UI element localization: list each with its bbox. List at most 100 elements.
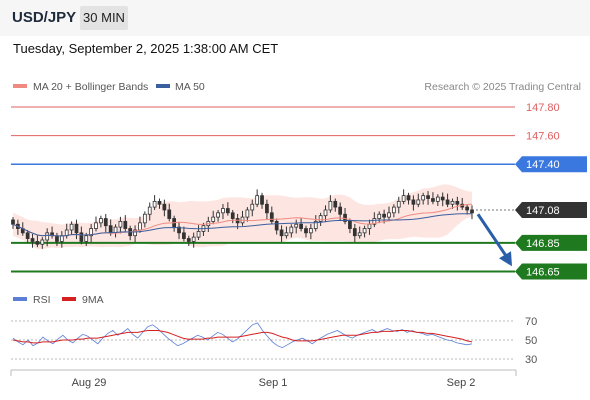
- rsi-ma-legend-label: 9MA: [82, 294, 104, 306]
- candle-body: [416, 199, 421, 205]
- support-label: 146.85: [526, 238, 560, 250]
- candle-body: [11, 219, 15, 225]
- candle-body: [367, 223, 372, 229]
- candle-body: [35, 241, 40, 245]
- candle-body: [79, 232, 84, 242]
- research-credit: Research © 2025 Trading Central: [424, 81, 581, 93]
- candle-body: [279, 229, 284, 237]
- candle-body: [470, 209, 474, 214]
- support-badge: [515, 234, 587, 251]
- candle-body: [269, 212, 274, 222]
- candle-body: [265, 203, 269, 214]
- candle-body: [133, 229, 137, 237]
- candle-body: [99, 218, 103, 224]
- timeframe-badge[interactable]: 30 MIN: [80, 6, 128, 30]
- candle-body: [357, 232, 362, 237]
- pivot-label: 147.40: [526, 159, 560, 171]
- candle-body: [260, 195, 264, 205]
- x-axis-label: Sep 1: [259, 377, 288, 389]
- candle-body: [157, 200, 162, 205]
- candle-body: [372, 218, 377, 225]
- candle-body: [338, 206, 343, 215]
- candle-body: [352, 228, 357, 237]
- x-axis-label: Aug 29: [72, 377, 107, 389]
- x-axis-label: Sep 2: [447, 377, 476, 389]
- ma20-legend-swatch: [13, 84, 27, 88]
- candle-body: [362, 228, 367, 234]
- candle-body: [455, 200, 460, 205]
- rsi-line: [12, 322, 473, 349]
- candle-body: [211, 216, 216, 222]
- candle-body: [245, 209, 250, 218]
- candle-body: [450, 200, 455, 205]
- candle-body: [182, 232, 186, 239]
- candle-body: [191, 236, 196, 242]
- candle-body: [108, 225, 113, 234]
- candle-body: [255, 195, 260, 205]
- candle-body: [162, 203, 167, 211]
- candle-body: [94, 222, 98, 229]
- candle-body: [382, 213, 386, 218]
- candle-body: [196, 231, 201, 238]
- current-price-badge: [515, 201, 587, 218]
- support-badge: [515, 263, 587, 280]
- candle-body: [216, 212, 220, 218]
- candle-body: [59, 235, 64, 242]
- candle-body: [177, 226, 181, 234]
- candle-body: [45, 232, 50, 241]
- candle-body: [152, 200, 157, 208]
- candle-body: [392, 206, 396, 214]
- rsi-tick-label: 50: [525, 335, 537, 347]
- candle-body: [445, 199, 450, 205]
- support-label: 146.65: [526, 266, 560, 278]
- candle-body: [225, 208, 230, 214]
- current-price-label: 147.08: [526, 205, 560, 217]
- candle-body: [294, 223, 299, 228]
- candle-body: [465, 206, 469, 211]
- candle-body: [421, 195, 426, 201]
- candle-body: [167, 209, 172, 219]
- pivot-badge: [515, 156, 587, 173]
- ma20-legend-label: MA 20 + Bollinger Bands: [33, 81, 148, 93]
- rsi-tick-label: 70: [525, 316, 537, 328]
- ma50-legend-label: MA 50: [175, 81, 205, 93]
- candle-body: [221, 208, 225, 214]
- header-bar: USD/JPY 30 MIN: [0, 0, 590, 36]
- candle-body: [284, 232, 289, 237]
- candle-body: [103, 218, 108, 227]
- candle-body: [328, 200, 333, 211]
- candle-body: [313, 220, 318, 229]
- candle-body: [30, 238, 35, 242]
- candle-body: [40, 239, 45, 245]
- candle-body: [84, 235, 89, 242]
- candle-body: [25, 232, 30, 239]
- candle-body: [230, 212, 235, 219]
- candle-body: [250, 203, 255, 211]
- candle-body: [186, 238, 191, 242]
- ma50-line: [12, 213, 472, 237]
- candle-body: [323, 209, 328, 217]
- candle-body: [55, 235, 59, 242]
- candle-body: [406, 195, 411, 201]
- candle-body: [348, 220, 352, 229]
- candle-body: [74, 223, 79, 234]
- symbol-title: USD/JPY: [12, 9, 77, 26]
- forecast-arrowhead: [499, 251, 512, 267]
- timestamp: Tuesday, September 2, 2025 1:38:00 AM CE…: [13, 41, 279, 56]
- candle-body: [123, 220, 128, 229]
- candle-body: [147, 206, 152, 215]
- candle-body: [387, 212, 391, 218]
- candle-body: [411, 199, 416, 205]
- rsi-tick-label: 30: [525, 354, 537, 366]
- candle-body: [118, 220, 123, 228]
- candle-body: [401, 195, 406, 202]
- candle-body: [89, 228, 93, 237]
- rsi-legend-label: RSI: [33, 294, 51, 306]
- candle-body: [274, 220, 279, 231]
- candle-body: [69, 223, 74, 231]
- candle-body: [299, 223, 303, 229]
- candle-body: [426, 195, 430, 199]
- candle-body: [142, 213, 147, 224]
- rsi-legend-swatch: [13, 297, 27, 301]
